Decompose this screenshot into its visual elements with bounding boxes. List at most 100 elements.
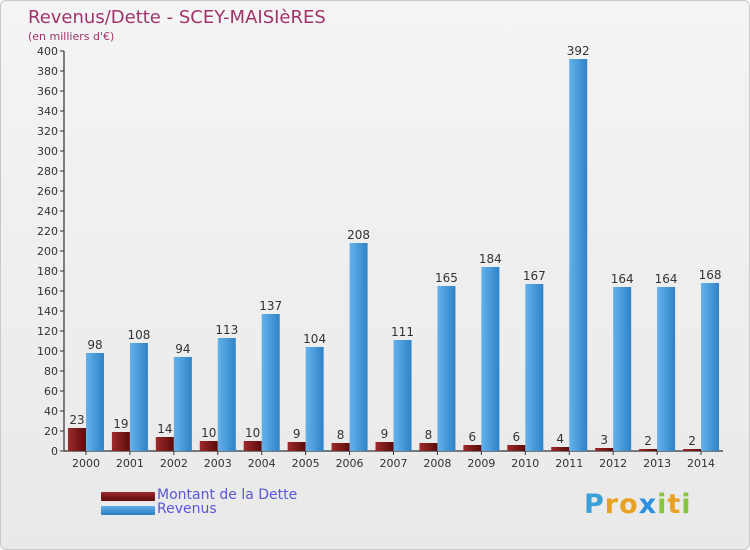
y-tick-label: 400: [37, 45, 58, 58]
revenue-value-label: 113: [215, 323, 238, 337]
revenue-value-label: 108: [127, 328, 150, 342]
revenue-value-label: 167: [523, 269, 546, 283]
debt-bar: [287, 442, 306, 451]
revenue-value-label: 208: [347, 228, 370, 242]
proxiti-logo: Proxiti: [584, 489, 692, 520]
debt-value-label: 23: [69, 413, 84, 427]
revenue-value-label: 94: [175, 342, 190, 356]
revenue-value-label: 137: [259, 299, 282, 313]
y-tick-label: 200: [37, 245, 58, 258]
debt-bar: [507, 445, 526, 451]
y-tick-label: 40: [44, 405, 58, 418]
debt-value-label: 19: [113, 417, 128, 431]
debt-value-label: 8: [425, 428, 433, 442]
debt-value-label: 6: [469, 430, 477, 444]
y-tick-label: 260: [37, 185, 58, 198]
debt-bar: [375, 442, 394, 451]
y-tick-label: 240: [37, 205, 58, 218]
debt-bar: [199, 441, 218, 451]
debt-value-label: 2: [688, 434, 696, 448]
debt-value-label: 14: [157, 422, 172, 436]
revenue-value-label: 111: [391, 325, 414, 339]
debt-bar: [551, 447, 570, 451]
debt-bar: [639, 449, 658, 451]
y-tick-label: 360: [37, 85, 58, 98]
revenue-value-label: 392: [567, 44, 590, 58]
y-tick-label: 140: [37, 305, 58, 318]
x-tick-label: 2003: [204, 457, 232, 470]
revenue-bar: [261, 314, 280, 451]
x-tick-label: 2010: [511, 457, 539, 470]
debt-bar: [155, 437, 174, 451]
y-tick-label: 60: [44, 385, 58, 398]
revenue-value-label: 164: [655, 272, 678, 286]
revenue-bar: [437, 286, 456, 451]
debt-value-label: 9: [381, 427, 389, 441]
x-tick-label: 2002: [160, 457, 188, 470]
revenue-value-label: 168: [699, 268, 722, 282]
revenue-bar: [657, 287, 676, 451]
debt-bar: [595, 448, 614, 451]
y-tick-label: 300: [37, 145, 58, 158]
legend-swatch-revenue: [101, 506, 155, 515]
revenue-bar: [481, 267, 500, 451]
debt-value-label: 8: [337, 428, 345, 442]
legend-label-revenue: Revenus: [157, 501, 217, 517]
y-tick-label: 180: [37, 265, 58, 278]
debt-bar: [463, 445, 482, 451]
y-tick-label: 20: [44, 425, 58, 438]
y-tick-label: 220: [37, 225, 58, 238]
debt-bar: [331, 443, 350, 451]
debt-bar: [243, 441, 262, 451]
y-tick-label: 100: [37, 345, 58, 358]
debt-value-label: 2: [644, 434, 652, 448]
chart-subtitle: (en milliers d'€): [28, 30, 115, 43]
chart-title: Revenus/Dette - SCEY-MAISIèRES: [28, 7, 326, 28]
debt-value-label: 10: [245, 426, 260, 440]
y-tick-label: 320: [37, 125, 58, 138]
debt-value-label: 10: [201, 426, 216, 440]
y-tick-label: 0: [51, 445, 58, 458]
debt-bar: [419, 443, 438, 451]
x-tick-label: 2005: [292, 457, 320, 470]
revenue-bar: [569, 59, 588, 451]
x-tick-label: 2007: [380, 457, 408, 470]
x-tick-label: 2013: [643, 457, 671, 470]
x-tick-label: 2009: [467, 457, 495, 470]
x-tick-label: 2001: [116, 457, 144, 470]
x-tick-label: 2012: [599, 457, 627, 470]
revenue-bar: [217, 338, 236, 451]
x-tick-label: 2006: [336, 457, 364, 470]
debt-value-label: 6: [512, 430, 520, 444]
revenue-bar: [173, 357, 192, 451]
y-tick-label: 120: [37, 325, 58, 338]
revenue-value-label: 164: [611, 272, 634, 286]
revenue-value-label: 184: [479, 252, 502, 266]
x-tick-label: 2014: [687, 457, 715, 470]
revenue-bar: [349, 243, 368, 451]
revenue-value-label: 98: [87, 338, 102, 352]
revenue-bar: [85, 353, 104, 451]
debt-value-label: 9: [293, 427, 301, 441]
revenue-bar: [613, 287, 632, 451]
x-tick-label: 2004: [248, 457, 276, 470]
revenue-value-label: 165: [435, 271, 458, 285]
debt-bar: [111, 432, 130, 451]
legend-label-debt: Montant de la Dette: [157, 487, 298, 503]
x-tick-label: 2011: [555, 457, 583, 470]
y-tick-label: 160: [37, 285, 58, 298]
y-tick-label: 340: [37, 105, 58, 118]
revenue-bar: [393, 340, 412, 451]
revenue-bar: [129, 343, 148, 451]
y-tick-label: 380: [37, 65, 58, 78]
x-tick-label: 2008: [423, 457, 451, 470]
debt-bar: [683, 449, 702, 451]
revenue-bar: [701, 283, 720, 451]
revenue-bar: [525, 284, 544, 451]
x-tick-label: 2000: [72, 457, 100, 470]
debt-value-label: 4: [556, 432, 564, 446]
y-tick-label: 280: [37, 165, 58, 178]
revenue-value-label: 104: [303, 332, 326, 346]
